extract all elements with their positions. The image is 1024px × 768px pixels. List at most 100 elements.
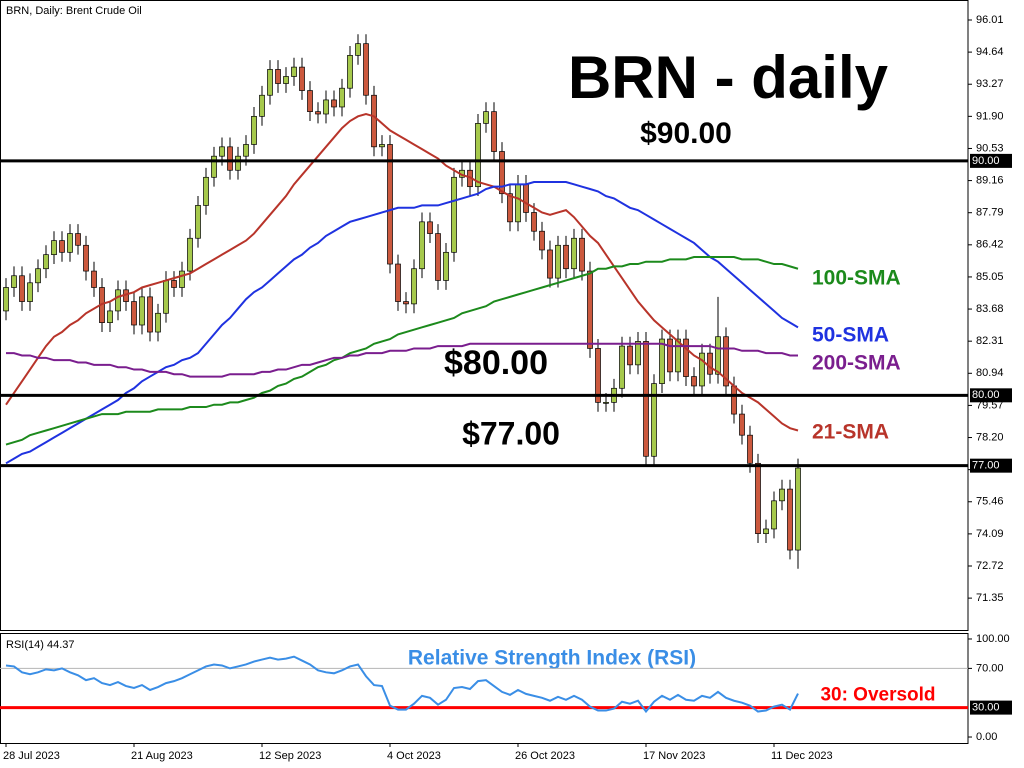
candle-body [483,111,489,124]
x-tick-label: 4 Oct 2023 [387,750,441,762]
candle-body [443,251,449,281]
y-tick-label: 96.01 [976,14,1004,26]
candle-body [219,146,225,157]
candle-body [683,338,689,377]
candle-body [763,528,769,534]
candle-body [715,336,721,375]
candle-body [499,151,505,195]
candle-body [411,268,417,305]
candle-body [291,66,297,77]
candle-body [283,76,289,84]
candle-body [571,237,577,270]
candle-body [779,488,785,502]
candle-body [627,345,633,366]
candle-body [11,275,17,288]
candle-body [171,280,177,288]
y-tick-label: 82.31 [976,335,1004,347]
candle-body [51,240,57,256]
candle-body [731,385,737,415]
rsi-value: 44.37 [47,639,75,651]
y-tick-label: 100.00 [976,633,1010,645]
candle-body [59,240,65,253]
candle-body [619,345,625,389]
y-tick-label: 89.16 [976,174,1004,186]
candle-body [299,66,305,91]
candle-body [707,352,713,375]
candle-body [19,275,25,302]
y-tick-label: 75.46 [976,496,1004,508]
candle-body [155,312,161,333]
candle-body [139,296,145,326]
legend-label: 21-SMA [812,421,889,444]
y-tick-label: 91.90 [976,110,1004,122]
candle-body [547,249,553,279]
y-tick-label: 83.68 [976,303,1004,315]
sma-line [6,342,798,378]
level-label: 30.00 [972,702,1000,714]
y-tick-label: 71.35 [976,592,1004,604]
level-label: 80.00 [972,389,1000,401]
candle-body [275,69,281,84]
candle-body [243,144,249,157]
candle-body [35,268,41,284]
legend-label: 100-SMA [812,267,901,290]
candle-body [195,205,201,239]
candle-body [795,467,801,551]
level-annotation: 30: Oversold [820,685,935,706]
x-tick-label: 17 Nov 2023 [643,750,705,762]
candle-body [163,280,169,314]
candle-body [267,69,273,96]
candle-body [723,336,729,387]
candle-body [771,500,777,530]
y-tick-label: 80.94 [976,367,1004,379]
y-tick-label: 86.42 [976,239,1004,251]
candle-body [579,237,585,272]
price-panel [0,0,969,631]
level-annotation: $77.00 [462,415,560,451]
candle-body [451,176,457,253]
rsi-title: Relative Strength Index (RSI) [408,647,696,670]
candle-body [115,289,121,312]
candle-body [747,434,753,464]
candle-body [691,376,697,387]
candle-body [227,146,233,171]
candle-body [107,310,113,324]
candle-body [403,301,409,305]
x-tick-label: 11 Dec 2023 [771,750,833,762]
candle-body [387,144,393,265]
candle-body [307,90,313,113]
y-tick-label: 94.64 [976,46,1004,58]
x-tick-label: 28 Jul 2023 [3,750,60,762]
candle-body [347,55,353,89]
candle-body [3,287,9,312]
candle-body [339,87,345,108]
rsi-panel [0,633,969,744]
y-tick-label: 87.79 [976,207,1004,219]
y-tick-label: 78.20 [976,431,1004,443]
candle-body [531,212,537,232]
level-label-box [970,153,1012,168]
y-tick-label: 72.72 [976,560,1004,572]
candle-body [363,43,369,96]
candle-body [507,193,513,223]
rsi-line [5,655,799,714]
candle-body [67,233,73,253]
legend-label: 50-SMA [812,324,889,347]
rsi-label: RSI(14) 44.37 [6,639,75,651]
rsi-name: RSI(14) [6,639,44,651]
level-label-box [970,700,1012,715]
candle-body [371,94,377,148]
level-label-box [970,388,1012,403]
candle-body [179,270,185,288]
candle-body [491,111,497,152]
candle-body [523,183,529,213]
sma-line [5,256,799,446]
candle-body [259,94,265,117]
legend-label: 200-SMA [812,352,901,375]
candle-body [27,282,33,302]
y-tick-label: 74.09 [976,528,1004,540]
candle-body [603,402,609,404]
candle-body [739,413,745,436]
candle-body [395,263,401,302]
